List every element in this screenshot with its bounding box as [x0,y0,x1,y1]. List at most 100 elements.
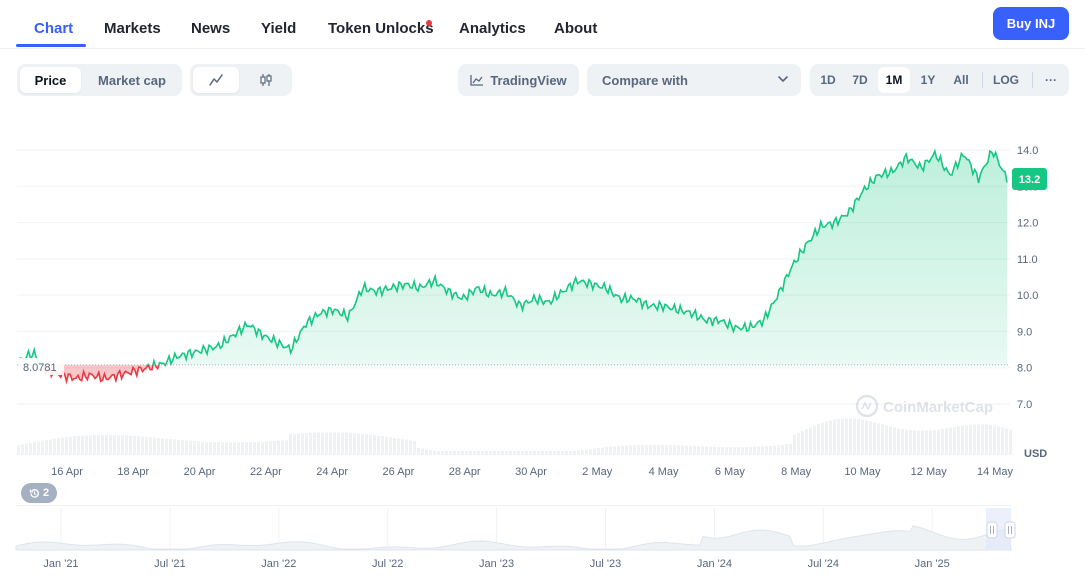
volume-bar [197,441,200,455]
range-1y-button[interactable]: 1Y [920,73,936,87]
volume-bar [181,440,184,455]
more-options-button[interactable]: ··· [1045,73,1057,87]
volume-bar [577,450,580,455]
range-7d-button[interactable]: 7D [852,73,868,87]
navigator-tick-label: Jan '25 [915,558,950,570]
volume-bar [609,446,612,455]
volume-bar [133,435,136,455]
y-tick-label: 10.0 [1017,290,1038,302]
volume-bar [777,445,780,455]
volume-bar [745,447,748,455]
history-button[interactable]: 2 [21,483,57,503]
volume-bar [797,432,800,455]
x-tick-label: 20 Apr [184,466,216,478]
volume-bar [469,451,472,455]
navigator-tick-label: Jan '22 [261,558,296,570]
volume-bar [505,451,508,455]
range-1d-button[interactable]: 1D [820,73,836,87]
volume-bar [161,438,164,455]
volume-bar [737,447,740,455]
volume-bar [669,445,672,455]
volume-bar [933,430,936,455]
volume-bar [41,440,44,455]
volume-bar [49,439,52,455]
tab-analytics[interactable]: Analytics [459,20,526,37]
tab-yield[interactable]: Yield [261,20,297,37]
x-tick-label: 14 May [977,466,1014,478]
tab-about[interactable]: About [554,20,598,37]
navigator-left-handle[interactable] [986,521,998,539]
volume-bar [349,433,352,455]
tab-news[interactable]: News [191,20,231,37]
compare-with-label: Compare with [602,73,688,88]
volume-bar [529,451,532,455]
volume-bar [817,424,820,455]
volume-bar [629,445,632,455]
range-1m-button[interactable]: 1M [878,67,910,93]
volume-bar [333,432,336,455]
volume-bar [929,430,932,455]
volume-bar [457,451,460,455]
buy-inj-button[interactable]: Buy INJ [993,7,1069,40]
volume-bar [269,441,272,455]
history-icon [29,488,39,498]
volume-bar [705,446,708,455]
line-chart-button[interactable] [193,67,239,93]
tab-token-unlocks[interactable]: Token Unlocks [328,20,434,37]
volume-bar [585,449,588,455]
navigator-right-handle[interactable] [1004,521,1016,539]
price-area [17,148,1010,385]
volume-bar [901,429,904,455]
volume-bar [957,426,960,455]
volume-bar [749,446,752,455]
volume-bar [833,419,836,455]
line-chart-icon [209,74,223,86]
volume-bar [617,446,620,455]
volume-bar [801,431,804,455]
volume-bar [873,422,876,455]
volume-bar [997,426,1000,455]
compare-with-dropdown[interactable]: Compare with [587,64,801,96]
tradingview-button[interactable]: TradingView [458,64,579,96]
volume-bar [137,436,140,455]
navigator-tick-label: Jan '23 [479,558,514,570]
volume-bar [493,451,496,455]
volume-bar [561,451,564,455]
volume-bar [521,451,524,455]
volume-bar [149,437,152,455]
range-all-button[interactable]: All [953,73,969,87]
y-tick-label: 11.0 [1017,254,1038,266]
chart-style-toggle [190,64,292,96]
volume-bar [637,445,640,455]
volume-bar [213,442,216,455]
coinmarketcap-watermark: CoinMarketCap [855,394,993,418]
volume-bar [581,449,584,455]
volume-bar [489,451,492,455]
volume-bar [805,429,808,455]
volume-bar [733,447,736,455]
volume-bar [261,441,264,455]
log-scale-button[interactable]: LOG [993,73,1019,87]
range-navigator[interactable]: Jan '21 Jul '21 Jan '22 Jul '22 Jan '23 Jul '… [0,505,1085,586]
volume-bar [549,451,552,455]
price-toggle-button[interactable]: Price [20,67,81,93]
candlestick-chart-button[interactable] [243,67,289,93]
volume-bar [941,428,944,455]
volume-bar [693,445,696,455]
volume-bar [917,430,920,455]
volume-bar [485,451,488,455]
volume-bar [313,432,316,455]
time-range-selector: 1D 7D 1M 1Y All LOG ··· [810,64,1069,96]
volume-bar [389,437,392,455]
volume-bar [905,429,908,455]
current-price-badge: 13.2 [1012,168,1047,191]
volume-bar [849,418,852,455]
volume-bar [129,435,132,455]
volume-bar [77,435,80,455]
tab-markets[interactable]: Markets [104,20,161,37]
volume-bar [981,424,984,455]
market-cap-toggle-button[interactable]: Market cap [98,72,166,88]
volume-bar [73,436,76,455]
tab-chart[interactable]: Chart [34,20,74,37]
